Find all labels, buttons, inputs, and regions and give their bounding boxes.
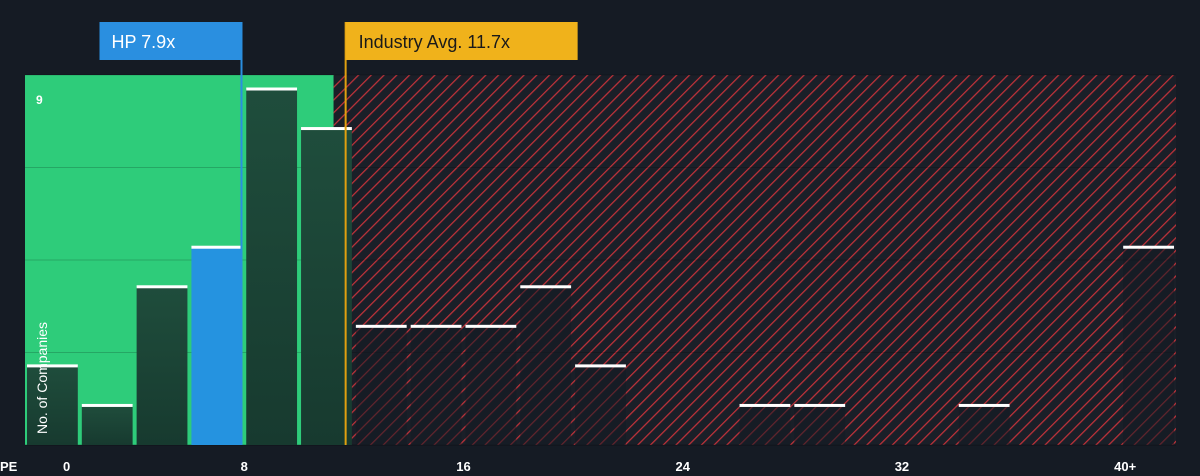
bar-top (465, 324, 517, 328)
value-markers (240, 22, 347, 445)
histogram-bars (27, 87, 1174, 446)
bar-top (575, 364, 626, 368)
y-axis-label: No. of Companies (34, 322, 50, 434)
bar (81, 405, 133, 445)
bar-top (1123, 245, 1174, 249)
y-max-label: 9 (36, 93, 43, 107)
x-tick-label: 8 (241, 459, 248, 474)
bar-top (191, 245, 243, 249)
bar (301, 128, 352, 446)
bar (1123, 247, 1174, 445)
bar-top (410, 324, 462, 328)
bar (739, 405, 791, 445)
bar (520, 286, 572, 445)
bar-top (27, 364, 78, 368)
bar (191, 247, 243, 445)
industry-callout-label: Industry Avg. 11.7x (359, 32, 510, 52)
callouts: HP 7.9x Industry Avg. 11.7x (99, 22, 578, 60)
bar (958, 405, 1010, 445)
bar-top (81, 403, 133, 407)
bar-top (355, 324, 407, 328)
bar (27, 365, 78, 445)
x-tick-label: 0 (63, 459, 70, 474)
bar (136, 286, 188, 445)
bar (575, 365, 626, 445)
bar (410, 326, 462, 445)
bar-top (739, 403, 791, 407)
bar (246, 89, 298, 445)
industry-callout-box (345, 22, 578, 60)
bar-top (246, 87, 298, 91)
x-axis-label: PE (0, 459, 18, 474)
x-tick-label: 40+ (1114, 459, 1136, 474)
bar-top (520, 285, 572, 289)
bar-top (958, 403, 1010, 407)
bar-top (301, 127, 352, 131)
bar-top (794, 403, 846, 407)
x-tick-label: 32 (895, 459, 909, 474)
bar (355, 326, 407, 445)
x-tick-labels: 0 8 16 24 32 40+ (63, 459, 1137, 474)
bar (794, 405, 846, 445)
company-callout-label: HP 7.9x (111, 32, 175, 52)
bar-top (136, 285, 188, 289)
bar (465, 326, 517, 445)
x-tick-label: 16 (456, 459, 470, 474)
company-callout-box (99, 22, 242, 60)
x-tick-label: 24 (675, 459, 690, 474)
